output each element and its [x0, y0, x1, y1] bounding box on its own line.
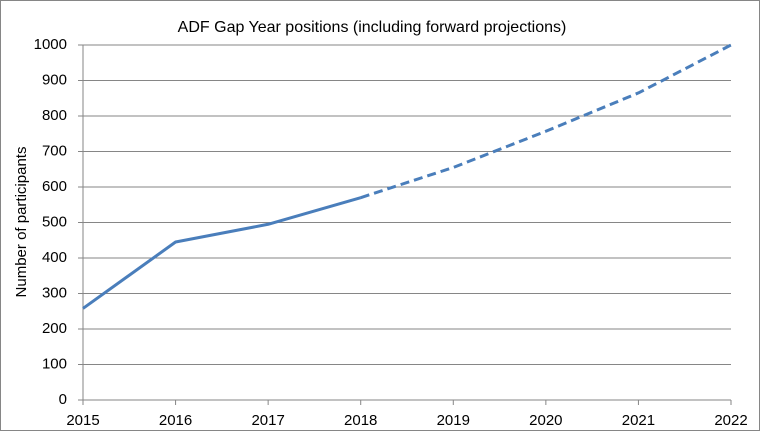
y-tick-label: 700	[42, 142, 67, 159]
x-tick-label: 2016	[159, 412, 192, 429]
x-tick-label: 2020	[529, 412, 562, 429]
y-axis-label: Number of participants	[13, 147, 30, 298]
x-tick-label: 2015	[66, 412, 99, 429]
y-tick-label: 600	[42, 178, 67, 195]
y-tick-label: 300	[42, 284, 67, 301]
y-tick-label: 400	[42, 249, 67, 266]
y-tick-label: 0	[59, 391, 67, 408]
x-tick-label: 2022	[714, 412, 747, 429]
x-tick-label: 2019	[437, 412, 470, 429]
y-tick-label: 900	[42, 71, 67, 88]
series-line	[82, 196, 362, 310]
x-tick-label: 2021	[622, 412, 655, 429]
chart-title: ADF Gap Year positions (including forwar…	[178, 19, 567, 36]
x-tick-label: 2017	[251, 412, 284, 429]
x-tick-label: 2018	[344, 412, 377, 429]
y-tick-label: 1000	[34, 36, 67, 53]
series-line	[360, 43, 732, 200]
y-tick-label: 500	[42, 213, 67, 230]
y-tick-label: 100	[42, 355, 67, 372]
y-tick-label: 200	[42, 320, 67, 337]
y-tick-label: 800	[42, 107, 67, 124]
